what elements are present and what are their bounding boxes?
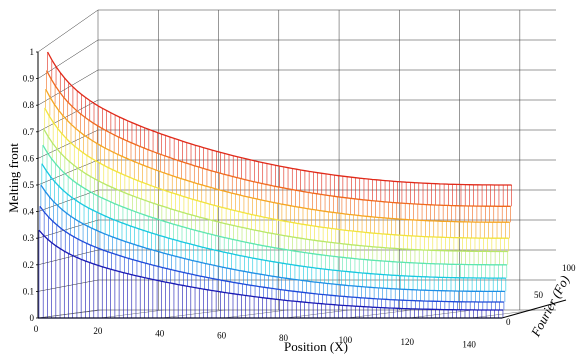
floor-grid-line (161, 309, 226, 319)
fourier-level-curve (39, 205, 504, 303)
z-tick-label: 0 (30, 313, 35, 323)
fourier-level-curve (44, 107, 509, 239)
z-tick-label: 0.2 (23, 260, 34, 270)
left-grid-line (37, 249, 99, 266)
fourier-tick-label: 0 (506, 317, 511, 327)
x-tick-label: 100 (339, 335, 353, 345)
z-axis-label: Melting front (6, 143, 21, 213)
surface-mesh (38, 51, 512, 319)
x-axis-label: Position (X) (284, 339, 348, 354)
fourier-axis-line (501, 299, 567, 319)
z-tick-label: 0.4 (23, 207, 35, 217)
x-tick-label: 80 (279, 333, 289, 343)
floor-grid-line (223, 309, 288, 319)
fourier-tick-label: 100 (562, 263, 576, 273)
left-grid-line (37, 189, 99, 212)
fourier-level-curve (41, 163, 506, 279)
tick-labels: 0 0.1 0.2 0.3 0.4 0.5 0.6 0.7 0.8 0.9 1 0 20 40 60 80 10… (23, 47, 576, 349)
left-grid-line (37, 159, 99, 186)
x-tick-label: 120 (400, 337, 414, 347)
fourier-level-curve (47, 51, 512, 186)
z-tick-label: 0.7 (23, 127, 35, 137)
floor-grid-line (409, 309, 474, 319)
z-tick-label: 0.8 (23, 100, 35, 110)
x-tick-label: 140 (462, 339, 476, 349)
z-tick-label: 0.9 (23, 74, 35, 84)
fourier-level-curve (43, 128, 508, 253)
fourier-level-curve (42, 144, 507, 266)
fourier-level-curve (46, 70, 511, 207)
fourier-tick-label: 50 (534, 290, 544, 300)
z-tick-label: 0.3 (23, 233, 35, 243)
left-grid-line (37, 219, 99, 239)
fourier-level-curve (45, 88, 510, 223)
left-grid-line (37, 279, 99, 292)
x-tick-label: 20 (93, 326, 103, 336)
z-tick-label: 1 (30, 47, 35, 57)
z-tick-label: 0.1 (23, 286, 34, 296)
left-grid-line (37, 69, 99, 106)
x-tick-label: 0 (34, 324, 39, 334)
x-tick-label: 40 (155, 328, 165, 338)
fourier-level-curve (38, 229, 503, 311)
fourier-level-curve (40, 184, 505, 293)
y-axis-label: Fourier (Fo) (527, 273, 572, 340)
back-grid (97, 9, 556, 311)
left-grid-line (37, 9, 99, 53)
floor-grid-line (347, 309, 412, 319)
floor-grid-line (37, 309, 103, 319)
z-tick-label: 0.6 (23, 153, 35, 163)
z-tick-label: 0.5 (23, 180, 35, 190)
x-tick-label: 60 (217, 331, 227, 341)
